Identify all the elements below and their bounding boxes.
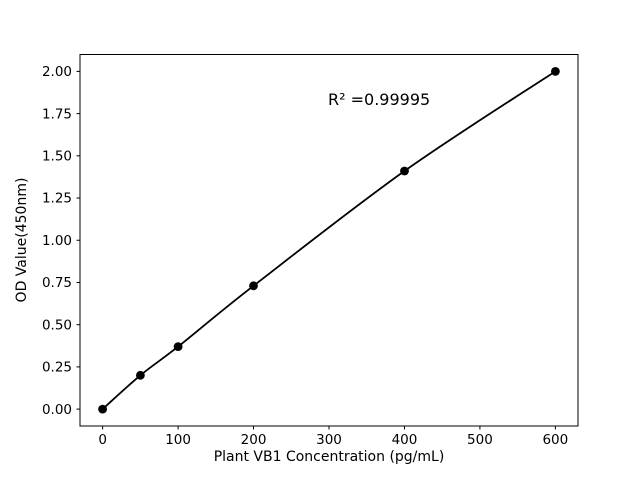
y-axis-label: OD Value(450nm) xyxy=(14,177,30,303)
y-tick-label: 0.00 xyxy=(42,402,72,418)
y-tick-label: 1.75 xyxy=(42,106,72,122)
data-point-marker xyxy=(173,342,183,351)
x-tick-label: 300 xyxy=(316,432,342,448)
y-tick-label: 1.50 xyxy=(42,149,72,165)
y-tick-label: 1.00 xyxy=(42,233,72,249)
y-tick-label: 0.25 xyxy=(42,360,72,376)
x-tick-label: 100 xyxy=(165,432,191,448)
y-tick-label: 0.50 xyxy=(42,317,72,333)
y-tick-label: 1.25 xyxy=(42,191,72,207)
r-squared-annotation: R² =0.99995 xyxy=(328,90,431,109)
x-axis-label: Plant VB1 Concentration (pg/mL) xyxy=(213,449,445,465)
data-point-marker xyxy=(551,67,560,76)
x-tick-label: 600 xyxy=(542,432,568,448)
y-tick-label: 0.75 xyxy=(42,275,72,291)
y-tick-label: 2.00 xyxy=(42,64,72,80)
x-tick-label: 400 xyxy=(392,432,418,448)
data-point-marker xyxy=(400,166,409,176)
data-point-marker xyxy=(98,404,107,414)
plot-frame xyxy=(79,54,579,427)
data-point-marker xyxy=(136,370,145,380)
standard-curve-line xyxy=(101,70,557,410)
x-tick-label: 0 xyxy=(98,432,107,448)
x-tick-label: 500 xyxy=(467,432,493,448)
x-tick-label: 200 xyxy=(241,432,267,448)
data-point-marker xyxy=(249,281,258,291)
